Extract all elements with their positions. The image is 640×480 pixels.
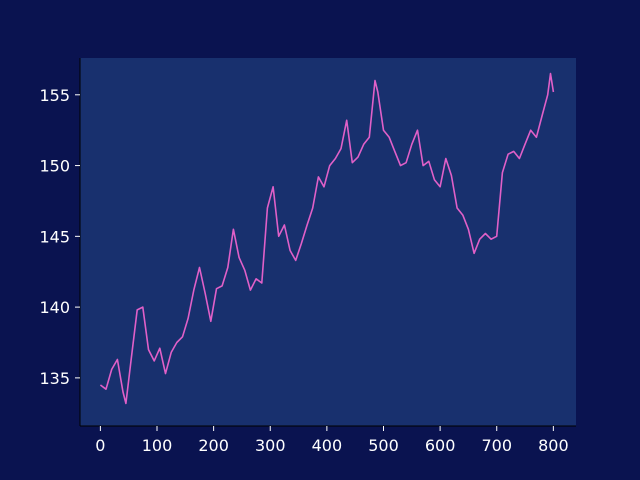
x-tick-label: 300 [255, 436, 286, 455]
y-tick-label: 140 [39, 298, 70, 317]
x-tick-label: 200 [198, 436, 229, 455]
x-tick-label: 700 [481, 436, 512, 455]
marks-layer [99, 72, 555, 405]
plot-area [80, 58, 576, 426]
x-tick-label: 800 [538, 436, 569, 455]
y-tick-label: 150 [39, 157, 70, 176]
series-line-0 [99, 72, 555, 405]
x-tick-label: 600 [425, 436, 456, 455]
y-tick-label: 135 [39, 369, 70, 388]
x-tick-label: 500 [368, 436, 399, 455]
y-tick-label: 155 [39, 86, 70, 105]
x-tick-label: 400 [312, 436, 343, 455]
x-tick-label: 100 [142, 436, 173, 455]
x-tick-label: 0 [95, 436, 105, 455]
axes-layer: 0 100 200 300 400 500 600 700 800 135 140 145 150 155 [39, 58, 576, 455]
y-tick-label: 145 [39, 227, 70, 246]
